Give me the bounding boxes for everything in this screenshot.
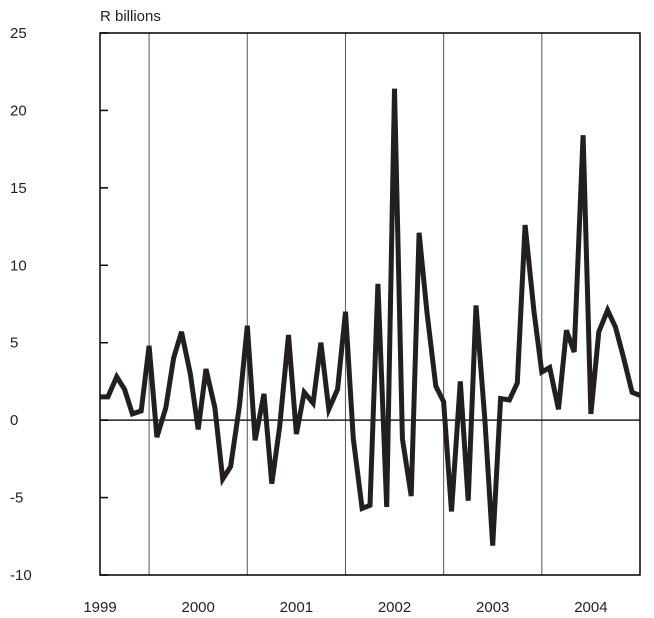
- plot-frame: [99, 32, 641, 576]
- y-tick-label: 15: [10, 180, 27, 197]
- x-year-label: 2003: [476, 599, 509, 616]
- series-line: [100, 88, 641, 546]
- y-tick-label: 10: [10, 257, 27, 274]
- y-unit-label: R billions: [100, 8, 161, 25]
- y-axis: 25 20 15 10 5 0 -5 -10: [10, 25, 108, 584]
- y-tick-label: 0: [10, 412, 18, 429]
- x-year-label: 2001: [280, 599, 313, 616]
- x-axis: 1999 2000 2001 2002 2003 2004: [83, 599, 607, 616]
- y-tick-label: 25: [10, 25, 27, 42]
- x-year-label: 2000: [181, 599, 214, 616]
- y-tick-label: -5: [10, 490, 23, 507]
- x-year-label: 1999: [83, 599, 116, 616]
- year-grid: [148, 33, 543, 575]
- y-tick-label: 20: [10, 102, 27, 119]
- x-year-label: 2002: [378, 599, 411, 616]
- y-tick-label: 5: [10, 335, 18, 352]
- x-year-label: 2004: [574, 599, 607, 616]
- y-tick-label: -10: [10, 567, 32, 584]
